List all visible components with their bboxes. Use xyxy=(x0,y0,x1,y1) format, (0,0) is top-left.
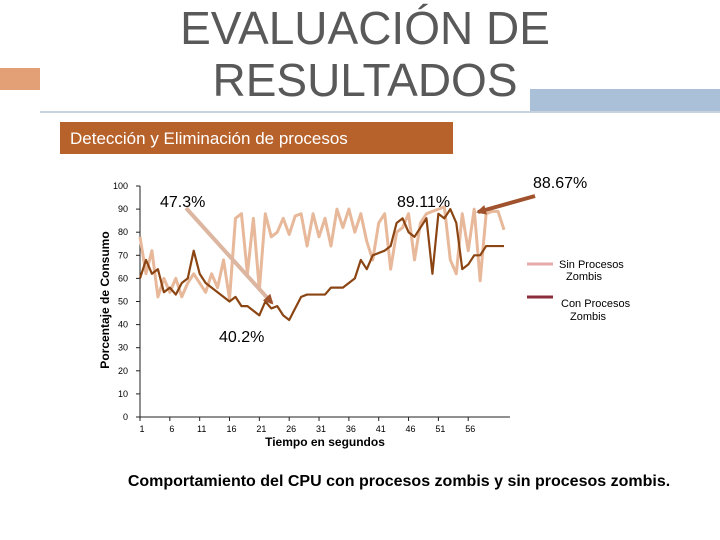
series-line-con-zombis xyxy=(138,208,505,322)
y-tick-label: 60 xyxy=(118,273,128,283)
series-line-sin-zombis xyxy=(138,205,506,301)
legend-label-sin-1: Sin Procesos xyxy=(559,259,624,271)
annotation-arrow-88 xyxy=(476,194,536,215)
y-tick-label: 0 xyxy=(123,412,128,422)
annotation-88: 88.67% xyxy=(533,175,587,192)
x-tick-label: 21 xyxy=(256,424,266,434)
x-tick-label: 11 xyxy=(197,424,206,434)
annotation-47: 47.3% xyxy=(160,194,205,211)
y-tick-label: 10 xyxy=(118,389,128,399)
x-tick-label: 1 xyxy=(139,424,144,434)
y-tick-label: 70 xyxy=(118,250,128,260)
y-tick-label: 50 xyxy=(118,297,128,307)
decor-bar-left xyxy=(0,68,40,90)
x-tick-label: 46 xyxy=(406,424,416,434)
y-tick-label: 20 xyxy=(118,366,128,376)
legend-label-sin-2: Zombis xyxy=(566,271,603,283)
y-tick-label: 30 xyxy=(118,343,128,353)
x-tick-label: 36 xyxy=(346,424,356,434)
y-tick-label: 90 xyxy=(118,204,128,214)
x-tick-label: 56 xyxy=(465,424,475,434)
decor-divider xyxy=(40,111,720,113)
slide-title-line1: EVALUACIÓN DE xyxy=(180,2,550,54)
decor-bar-right xyxy=(530,89,720,111)
legend-label-con-1: Con Procesos xyxy=(561,298,631,310)
legend-label-con-2: Zombis xyxy=(570,311,607,323)
x-tick-label: 16 xyxy=(227,424,237,434)
x-tick-label: 41 xyxy=(376,424,386,434)
x-tick-label: 26 xyxy=(286,424,296,434)
x-tick-label: 51 xyxy=(435,424,445,434)
x-tick-label: 6 xyxy=(169,424,174,434)
annotation-arrow-47 xyxy=(184,206,274,305)
xlabel: Tiempo en segundos xyxy=(265,435,385,449)
annotation-40: 40.2% xyxy=(219,329,264,346)
y-tick-label: 40 xyxy=(118,320,128,330)
slide-title-line2: RESULTADOS xyxy=(212,54,518,106)
ylabel: Porcentaje de Consumo xyxy=(98,231,112,368)
x-tick-label: 31 xyxy=(316,424,326,434)
section-subtitle: Detección y Eliminación de procesos xyxy=(60,122,453,154)
figure-caption: Comportamiento del CPU con procesos zomb… xyxy=(127,473,671,490)
y-tick-label: 100 xyxy=(113,181,128,191)
y-tick-label: 80 xyxy=(118,227,128,237)
annotation-89: 89.11% xyxy=(397,194,450,211)
